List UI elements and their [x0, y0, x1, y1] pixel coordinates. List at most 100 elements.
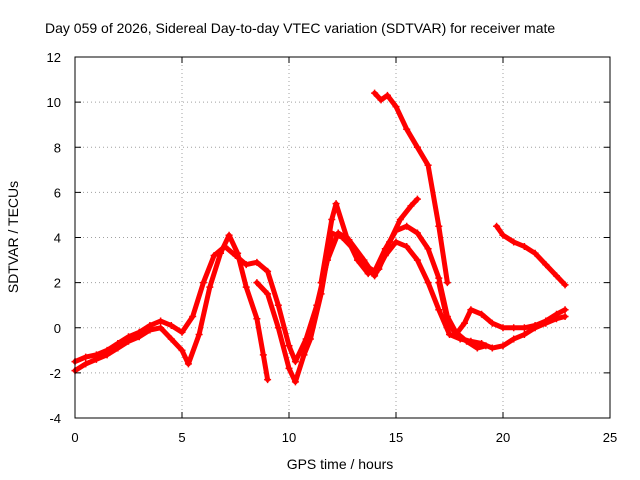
y-tick-label: 8 — [54, 140, 61, 155]
data-point — [178, 346, 186, 354]
data-point — [520, 243, 528, 251]
data-point — [206, 283, 214, 291]
data-point — [520, 324, 528, 332]
data-point — [386, 238, 394, 246]
data-point — [413, 256, 421, 264]
data-point — [253, 279, 261, 287]
data-point — [561, 312, 569, 320]
data-point — [82, 360, 90, 368]
data-point — [291, 358, 299, 366]
data-point — [531, 249, 539, 257]
data-point — [264, 267, 272, 275]
data-point — [253, 315, 261, 323]
y-tick-label: 4 — [54, 231, 61, 246]
data-point — [300, 351, 308, 359]
series-trace-4 — [317, 195, 421, 287]
series-layer — [71, 89, 569, 386]
series-trace-3 — [253, 222, 490, 386]
data-point — [195, 331, 203, 339]
data-point — [364, 270, 372, 278]
data-point — [317, 290, 325, 298]
chart-title: Day 059 of 2026, Sidereal Day-to-day VTE… — [45, 20, 555, 36]
data-point — [443, 279, 451, 287]
data-point — [157, 317, 165, 325]
data-point — [424, 161, 432, 169]
data-point — [396, 215, 404, 223]
data-point — [253, 258, 261, 266]
data-point — [167, 321, 175, 329]
x-tick-label: 15 — [389, 430, 403, 445]
data-point — [274, 324, 282, 332]
data-point — [199, 279, 207, 287]
data-point — [82, 353, 90, 361]
data-point — [520, 331, 528, 339]
data-point — [443, 317, 451, 325]
data-point — [452, 331, 460, 339]
data-point — [435, 222, 443, 230]
data-point — [403, 222, 411, 230]
data-point — [403, 125, 411, 133]
data-point — [435, 306, 443, 314]
data-point — [242, 283, 250, 291]
data-point — [488, 344, 496, 352]
data-point — [510, 238, 518, 246]
data-point — [446, 331, 453, 339]
data-point — [103, 351, 111, 359]
data-point — [371, 89, 379, 97]
x-tick-label: 25 — [603, 430, 617, 445]
data-point — [178, 328, 186, 336]
data-point — [561, 306, 569, 314]
data-point — [473, 344, 481, 352]
x-tick-label: 10 — [282, 430, 296, 445]
data-point — [392, 238, 400, 246]
x-tick-label: 20 — [496, 430, 510, 445]
data-point — [531, 321, 539, 329]
series-trace-6 — [435, 279, 569, 339]
data-point — [375, 265, 383, 273]
data-point — [413, 195, 421, 203]
data-point — [499, 342, 507, 350]
data-point — [114, 344, 122, 352]
data-point — [561, 281, 569, 289]
y-tick-label: 0 — [54, 321, 61, 336]
data-point — [217, 249, 225, 257]
y-tick-label: 10 — [47, 95, 61, 110]
data-point — [135, 333, 143, 341]
data-point — [210, 252, 218, 260]
data-point — [125, 337, 132, 345]
data-point — [189, 312, 197, 320]
data-point — [499, 231, 507, 239]
data-point — [407, 202, 415, 210]
data-point — [478, 310, 486, 318]
data-point — [413, 229, 421, 237]
data-point — [259, 351, 267, 359]
data-point — [264, 290, 272, 298]
data-point — [403, 243, 411, 251]
data-point — [285, 342, 293, 350]
y-tick-label: 12 — [47, 50, 61, 65]
data-point — [488, 319, 496, 327]
y-axis-label: SDTVAR / TECUs — [5, 181, 21, 293]
data-point — [413, 143, 421, 151]
data-point — [146, 326, 154, 334]
data-point — [353, 256, 361, 264]
data-point — [467, 306, 475, 314]
x-tick-label: 5 — [178, 430, 185, 445]
axis-ticks: 0 5 10 15 20 25 -4 -2 0 2 4 6 8 10 12 — [47, 50, 618, 445]
data-point — [184, 360, 192, 368]
x-axis-label: GPS time / hours — [287, 456, 394, 472]
data-point — [306, 335, 314, 343]
series-line — [72, 232, 271, 383]
data-point — [424, 279, 432, 287]
data-point — [225, 231, 233, 239]
data-point — [242, 261, 250, 269]
data-point — [392, 103, 400, 111]
y-tick-label: 2 — [54, 276, 61, 291]
data-point — [328, 215, 336, 223]
data-point — [377, 96, 385, 104]
data-point — [510, 324, 518, 332]
series-line — [436, 280, 568, 337]
data-point — [157, 324, 165, 332]
x-tick-label: 0 — [71, 430, 78, 445]
